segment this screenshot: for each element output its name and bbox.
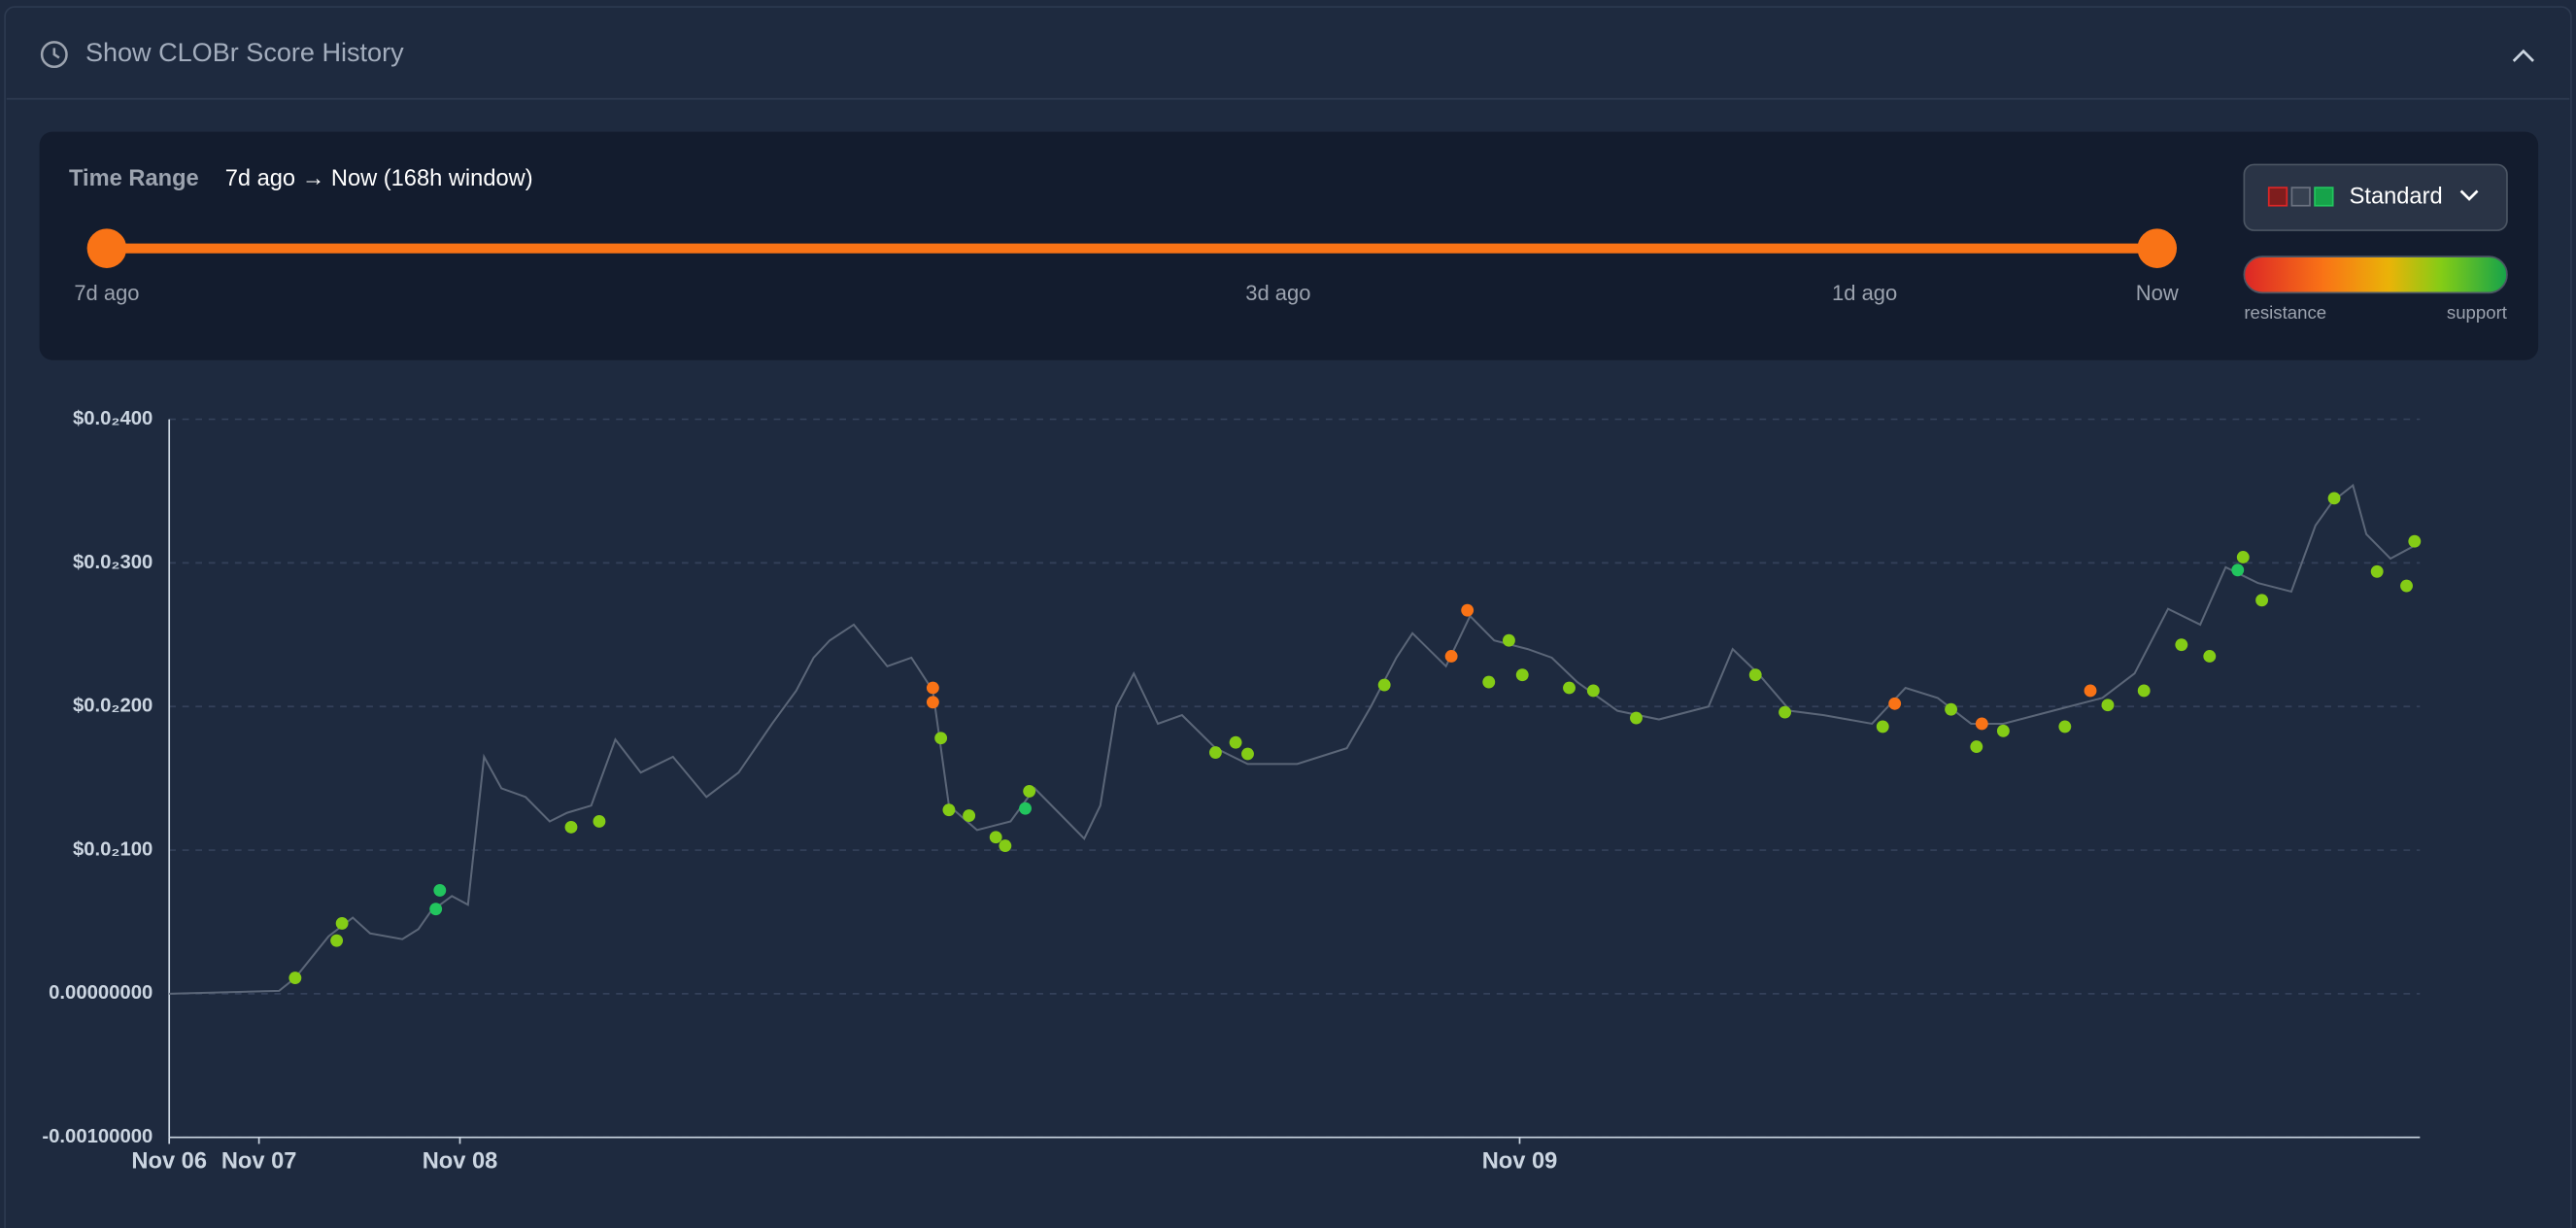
score-dot [1996,724,2010,737]
score-dot [1229,735,1242,749]
x-tick-label: Nov 08 [423,1148,498,1174]
score-dot [2255,594,2269,607]
dropdown-bg[interactable] [2243,163,2508,231]
gradient-low-label: resistance [2244,302,2326,323]
slider-handle-end[interactable] [2137,228,2178,268]
score-dot [1945,702,1958,716]
swatch-green [2314,187,2334,207]
header-title: Show CLOBr Score History [85,38,404,67]
score-dot [288,972,302,985]
score-dot [926,681,939,695]
score-dot [1779,705,1791,719]
x-tick-label: Nov 06 [131,1148,207,1174]
clock-icon [40,41,68,69]
score-dot [2400,579,2413,593]
score-dot [593,815,606,828]
score-dot [2203,650,2217,663]
collapse-chevron[interactable] [2512,49,2534,62]
score-dot [2408,534,2422,548]
score-dot [1023,785,1036,798]
score-dot [926,696,939,709]
slider-label: Now [2136,281,2179,305]
score-dot [999,839,1012,853]
score-dot [1461,603,1474,617]
y-tick-label: -0.00100000 [42,1126,153,1147]
header[interactable]: Show CLOBr Score History [40,38,2534,69]
score-dot [2101,699,2115,712]
score-dot [1503,633,1515,647]
dropdown-value: Standard [2350,184,2443,209]
gradient-high-label: support [2447,302,2508,323]
score-dot [2058,720,2072,733]
score-gradient [2243,256,2508,294]
score-dot [1241,747,1254,761]
score-dot [564,820,578,834]
score-dot [2236,551,2250,563]
y-tick-label: $0.0₂400 [73,408,153,429]
score-dot [2370,564,2384,578]
y-tick-label: $0.0₂200 [73,696,153,717]
time-range-value: 7d ago → Now (168h window) [225,166,533,191]
slider-label: 3d ago [1245,281,1310,305]
y-tick-label: 0.00000000 [49,982,153,1004]
score-dot [1630,711,1643,725]
slider-handle-start[interactable] [86,228,127,268]
score-dot [1515,668,1529,682]
score-dot [1975,717,1988,731]
score-dot [2327,492,2341,505]
y-tick-label: $0.0₂300 [73,552,153,573]
y-tick-label: $0.0₂100 [73,838,153,860]
clock-hands [52,48,60,59]
x-tick-label: Nov 07 [221,1148,297,1174]
score-dot [433,884,447,897]
score-dot [2137,684,2151,698]
score-dot [2084,684,2097,698]
score-dot [989,831,1002,844]
slider-label: 1d ago [1832,281,1897,305]
time-range-label: Time Range [69,166,199,191]
price-line [169,483,2421,995]
score-dot [1876,720,1889,733]
score-dot [1377,678,1391,692]
x-tick-label: Nov 09 [1482,1148,1558,1174]
score-dot [1748,668,1762,682]
score-dot [1482,675,1496,689]
swatch-red [2267,187,2288,207]
score-dot [330,934,344,947]
score-dot [1019,802,1032,815]
score-dot [2175,638,2188,652]
score-dot [1208,746,1222,759]
score-dot [335,917,349,930]
score-dot [1563,681,1576,695]
swatch-gray [2290,187,2311,207]
score-dot [429,903,443,916]
dropdown-chevron [2459,189,2479,201]
score-dot [2231,563,2245,577]
slider-label: 7d ago [74,281,139,305]
chart: -0.00100000 0.00000000 $0.0₂100 $0.0₂200 $0.… [42,408,2422,1174]
score-dot [934,732,948,745]
score-dot [1444,650,1458,663]
score-dot [1888,697,1902,710]
score-dot [1970,740,1983,754]
mode-dropdown[interactable]: Standard [2243,163,2508,231]
score-dot [942,803,956,817]
score-dot [963,809,976,822]
score-dot [1586,684,1600,698]
